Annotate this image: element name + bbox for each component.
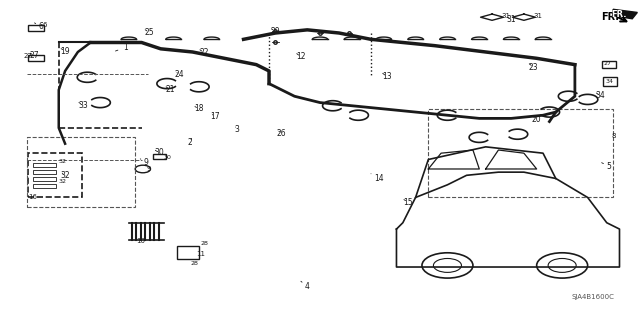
- Text: FR.: FR.: [612, 10, 627, 19]
- Text: 13: 13: [382, 72, 392, 81]
- Bar: [33, 183, 56, 188]
- Bar: [33, 170, 56, 174]
- Bar: [428, 109, 613, 197]
- Bar: [153, 154, 166, 159]
- Bar: [28, 56, 44, 61]
- Text: 28: 28: [200, 241, 208, 246]
- Text: 31: 31: [502, 13, 511, 19]
- Text: 31: 31: [506, 15, 516, 24]
- Text: 22: 22: [199, 48, 209, 57]
- Text: 9: 9: [140, 158, 148, 167]
- Text: 30: 30: [164, 155, 172, 160]
- Text: 29: 29: [271, 27, 280, 36]
- Text: 23: 23: [529, 63, 538, 72]
- Text: 15: 15: [403, 198, 413, 207]
- Bar: [33, 163, 56, 167]
- Text: SJA4B1600C: SJA4B1600C: [572, 294, 614, 300]
- Text: 27: 27: [23, 53, 32, 59]
- Text: 8: 8: [612, 133, 616, 139]
- Text: 33: 33: [78, 100, 88, 110]
- Text: 5: 5: [602, 162, 611, 171]
- Text: 30: 30: [154, 148, 164, 157]
- Text: 11: 11: [196, 251, 205, 257]
- Text: 9: 9: [147, 166, 151, 172]
- Text: 1: 1: [115, 43, 128, 52]
- Text: 18: 18: [194, 104, 204, 113]
- Text: 25: 25: [145, 28, 154, 37]
- Text: 28: 28: [190, 262, 198, 266]
- Bar: [28, 25, 44, 32]
- Text: 4: 4: [301, 281, 310, 291]
- Text: 32: 32: [59, 179, 67, 184]
- Text: 16: 16: [28, 194, 37, 200]
- Text: 26: 26: [277, 129, 287, 138]
- Text: 12: 12: [296, 52, 306, 61]
- Bar: [177, 247, 199, 259]
- Bar: [33, 177, 56, 181]
- Text: 32: 32: [60, 171, 70, 180]
- Text: 2: 2: [188, 137, 193, 147]
- Text: 31: 31: [534, 13, 543, 19]
- Text: 21: 21: [166, 85, 175, 94]
- Text: 3: 3: [235, 125, 239, 134]
- Bar: [27, 137, 135, 207]
- Text: 27: 27: [604, 61, 612, 66]
- Text: 14: 14: [371, 174, 383, 183]
- Text: 20: 20: [532, 115, 541, 123]
- Text: 34: 34: [605, 79, 614, 84]
- Text: 34: 34: [595, 91, 605, 100]
- Text: FR.: FR.: [601, 11, 619, 22]
- Text: 6: 6: [43, 22, 47, 28]
- Text: 6: 6: [35, 22, 44, 31]
- Bar: [602, 61, 616, 68]
- Text: 27: 27: [29, 51, 39, 60]
- Text: 24: 24: [175, 70, 184, 79]
- Bar: [603, 77, 617, 85]
- Text: 17: 17: [210, 112, 220, 121]
- Text: 19: 19: [60, 47, 70, 56]
- Polygon shape: [613, 9, 637, 19]
- Bar: [28, 153, 83, 197]
- Text: 32: 32: [59, 159, 67, 164]
- Text: 10: 10: [136, 238, 145, 244]
